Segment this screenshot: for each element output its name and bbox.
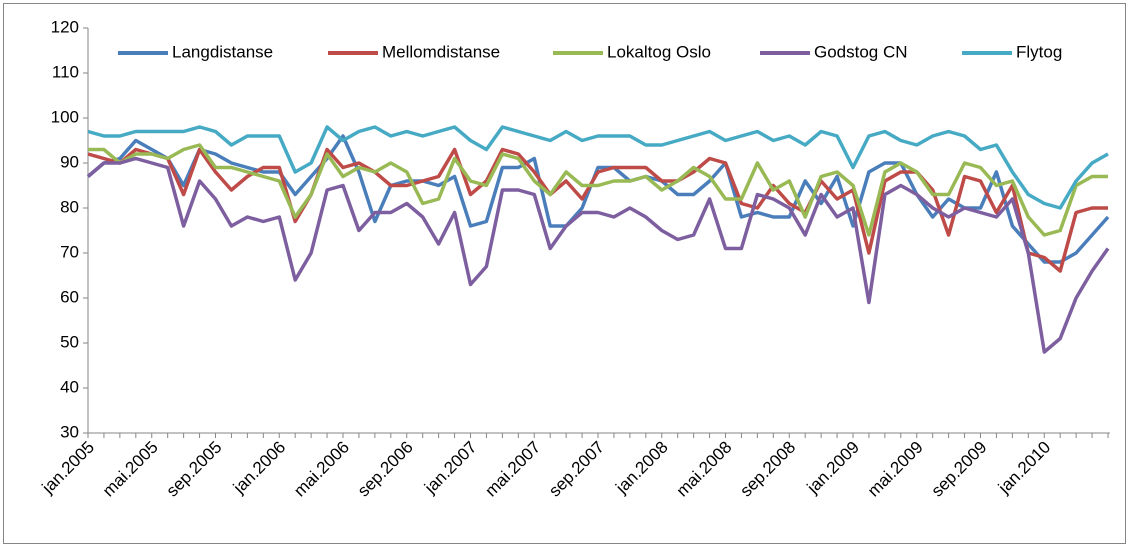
y-tick-label: 30 <box>60 422 79 441</box>
y-tick-label: 80 <box>60 197 79 216</box>
series-line <box>87 147 1108 273</box>
y-tick-label: 50 <box>60 332 79 351</box>
y-tick-label: 120 <box>51 17 79 36</box>
legend-label: Lokaltog Oslo <box>607 42 711 61</box>
y-tick-label: 70 <box>60 242 79 261</box>
y-tick-label: 90 <box>60 152 79 171</box>
y-tick-label: 40 <box>60 377 79 396</box>
legend-label: Godstog CN <box>814 42 908 61</box>
y-tick-label: 60 <box>60 287 79 306</box>
legend-box <box>112 38 1102 68</box>
y-tick-label: 110 <box>52 62 79 81</box>
y-tick-label: 100 <box>51 107 79 126</box>
legend-label: Langdistanse <box>172 42 273 61</box>
legend-label: Mellomdistanse <box>382 42 500 61</box>
series-line <box>87 125 1109 210</box>
series-line <box>88 143 1108 237</box>
legend-label: Flytog <box>1016 42 1062 61</box>
chart-border <box>3 3 1126 544</box>
series-line <box>86 156 1110 354</box>
